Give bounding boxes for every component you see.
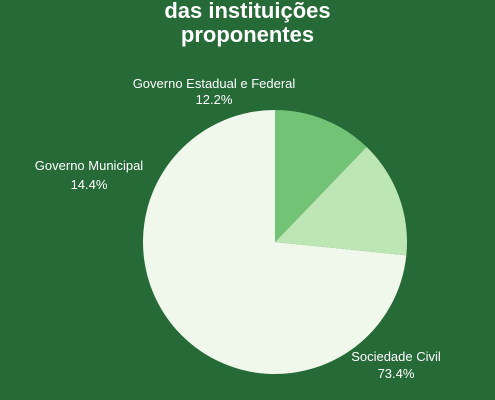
pie-slice-governo-municipal: [275, 146, 407, 256]
pie-slice-sociedade-civil: [143, 110, 407, 374]
chart-title-line-1: das instituições: [164, 0, 331, 23]
slice-value-label: 12.2%: [196, 92, 233, 107]
chart-title-line-2: proponentes: [180, 22, 315, 47]
pie-slice-governo-estadual-e-federal: [275, 110, 367, 242]
slice-label: Sociedade Civil: [351, 349, 441, 364]
slice-value-label: 73.4%: [378, 366, 415, 381]
slice-label: Governo Estadual e Federal: [133, 76, 296, 91]
slice-label: Governo Municipal: [35, 158, 143, 173]
slice-value-label: 14.4%: [71, 177, 108, 192]
